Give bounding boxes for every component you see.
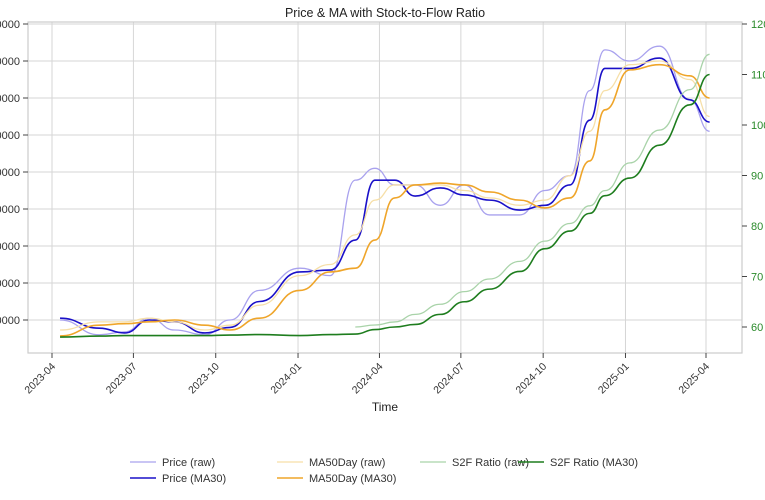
x-tick-label: 2025-04: [676, 361, 712, 397]
y-tick-label: 30000: [0, 315, 20, 327]
series-line-ma50day-ma30: [60, 63, 710, 337]
legend-label: MA50Day (raw): [309, 457, 385, 469]
y-tick-label: 60000: [0, 204, 20, 216]
y-tick-label: 100000: [0, 56, 20, 68]
x-tick-label: 2024-10: [514, 361, 550, 397]
y-tick-label: 90000: [0, 93, 20, 105]
y-right-tick-label: 90: [751, 171, 763, 183]
series-line-price-ma30: [60, 57, 710, 334]
legend-label: S2F Ratio (raw): [452, 457, 529, 469]
legend-label: S2F Ratio (MA30): [550, 457, 638, 469]
y-right-tick-label: 70: [751, 272, 763, 284]
x-tick-label: 2023-07: [104, 361, 140, 397]
y-tick-label: 50000: [0, 241, 20, 253]
legend-label: Price (raw): [162, 457, 215, 469]
x-axis-label: Time: [372, 400, 399, 414]
y-right-tick-label: 100: [751, 120, 765, 132]
y-tick-label: 110000: [0, 19, 20, 31]
x-tick-label: 2024-04: [350, 361, 386, 397]
legend-label: MA50Day (MA30): [309, 473, 396, 485]
y-axis-left: 30000 40000 50000 60000 70000 80000 90000 10000…: [0, 19, 28, 327]
series-line-s2f-ratio-ma30: [60, 73, 710, 338]
y-tick-label: 40000: [0, 278, 20, 290]
series-lines: [60, 45, 710, 338]
series-line-ma50day-raw: [60, 60, 710, 331]
y-right-tick-label: 80: [751, 221, 763, 233]
series-line-s2f-ratio-raw: [355, 53, 710, 328]
x-axis: 2023-04 2023-07 2023-10 2024-01 2024-04 2024-…: [22, 353, 712, 396]
x-tick-label: 2025-01: [596, 361, 632, 397]
legend: Price (raw) Price (MA30) MA50Day (raw) MA50…: [130, 457, 638, 485]
y-right-tick-label: 120: [751, 19, 765, 31]
y-tick-label: 70000: [0, 167, 20, 179]
chart-title: Price & MA with Stock-to-Flow Ratio: [285, 6, 485, 20]
x-tick-label: 2023-04: [22, 361, 58, 397]
y-tick-label: 80000: [0, 130, 20, 142]
y-right-tick-label: 60: [751, 322, 763, 334]
plot-frame: [27, 21, 743, 354]
x-tick-label: 2024-01: [268, 361, 304, 397]
y-right-tick-label: 110: [751, 70, 765, 82]
series-line-price-raw: [60, 45, 710, 336]
x-tick-label: 2023-10: [186, 361, 222, 397]
x-tick-label: 2024-07: [431, 361, 467, 397]
y-axis-right: 60 70 80 90 100 110 120: [742, 19, 765, 334]
legend-label: Price (MA30): [162, 473, 226, 485]
grid: [28, 22, 742, 353]
